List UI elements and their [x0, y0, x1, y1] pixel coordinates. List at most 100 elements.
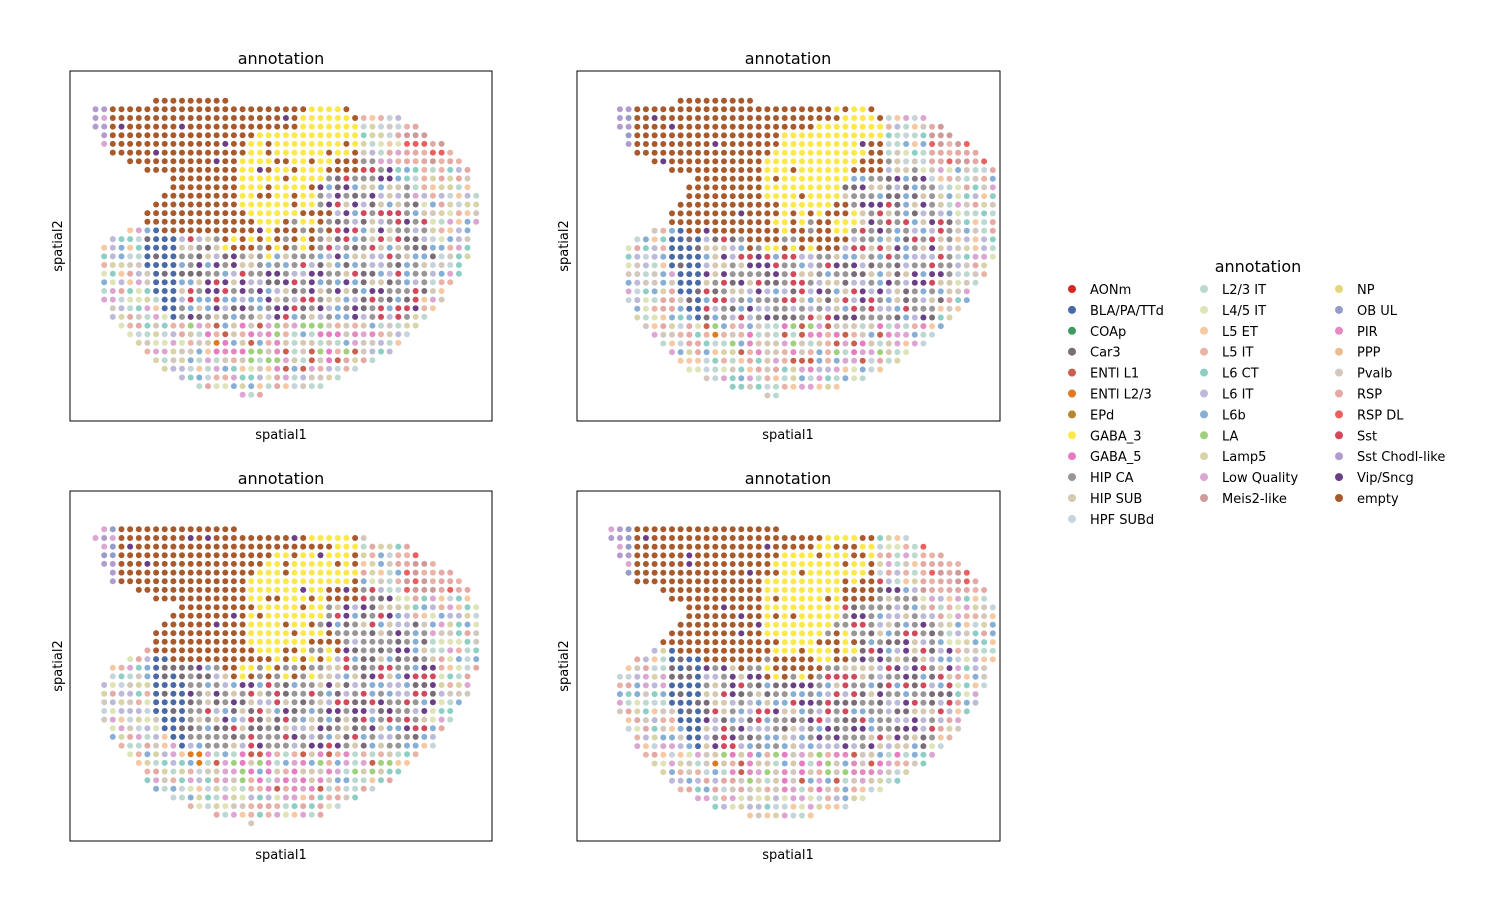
spot [239, 210, 246, 217]
spot [755, 604, 762, 611]
spot [429, 288, 436, 294]
spot [256, 348, 263, 355]
spot [929, 743, 936, 750]
spot [712, 665, 719, 672]
spot [859, 613, 866, 620]
spot [981, 271, 988, 278]
spot [729, 656, 736, 663]
spot [764, 795, 771, 802]
spot [669, 578, 675, 585]
spot [660, 691, 667, 698]
spot [686, 262, 693, 269]
legend-label: L6 IT [1222, 388, 1253, 403]
spot [877, 305, 884, 312]
spot [239, 391, 246, 398]
spot [963, 184, 970, 191]
spot [187, 184, 194, 191]
spot [222, 543, 229, 550]
spot [326, 578, 333, 585]
spot [343, 218, 350, 225]
spot [981, 175, 988, 182]
spot [170, 785, 177, 792]
spot [729, 184, 736, 191]
spot [317, 673, 324, 680]
spot [369, 279, 376, 286]
spot [885, 751, 892, 758]
spot [825, 149, 832, 156]
spot [955, 630, 962, 637]
spot [937, 219, 944, 226]
spot [703, 647, 710, 654]
spot [825, 699, 832, 706]
spot [842, 613, 849, 620]
spot [412, 552, 419, 559]
spot [608, 526, 615, 533]
spot [894, 569, 901, 576]
spot [438, 210, 445, 217]
spot [929, 561, 936, 567]
spot [282, 673, 289, 680]
spot [868, 123, 875, 130]
spot [729, 803, 736, 810]
spot [833, 271, 840, 278]
spot [721, 656, 727, 663]
spot [196, 374, 203, 381]
spot [929, 210, 936, 217]
spot [378, 621, 384, 628]
spot [885, 682, 892, 689]
spot [455, 166, 462, 173]
spot [911, 245, 918, 252]
spot [781, 288, 788, 295]
spot [851, 751, 858, 758]
spot [712, 167, 719, 173]
spot [334, 270, 341, 277]
spot [764, 717, 771, 724]
spot [438, 630, 445, 637]
spot [291, 175, 298, 182]
spot [265, 140, 272, 147]
spot [421, 288, 428, 294]
spot [660, 323, 667, 330]
spot [764, 236, 771, 243]
spot [738, 665, 745, 672]
spot [842, 193, 849, 200]
spot [686, 682, 693, 689]
spot [877, 543, 884, 550]
spot [747, 587, 753, 593]
spot [894, 647, 901, 654]
spot [963, 149, 970, 156]
spot [825, 305, 832, 312]
spot [937, 673, 944, 680]
spot [885, 656, 892, 663]
spot [161, 357, 168, 364]
spot [248, 288, 255, 294]
spot [755, 673, 762, 680]
spot [421, 175, 428, 182]
spot [851, 587, 858, 593]
spot [729, 132, 736, 139]
spot [386, 115, 393, 121]
spot [747, 639, 753, 646]
spot [721, 349, 727, 356]
spot [816, 210, 823, 217]
spot [317, 184, 324, 191]
spot [222, 365, 229, 372]
spot [369, 586, 376, 593]
spot [109, 106, 116, 113]
spot [213, 768, 220, 775]
spot [153, 305, 160, 312]
spot [885, 253, 892, 260]
spot [868, 193, 875, 200]
spot [308, 604, 315, 611]
spot [764, 769, 771, 776]
spot [170, 638, 177, 645]
spot [937, 682, 944, 689]
spot [669, 552, 675, 559]
spot [625, 665, 632, 672]
spot [634, 656, 641, 663]
spot [842, 751, 849, 758]
spot [747, 141, 753, 147]
spot [937, 288, 944, 295]
spot [395, 569, 402, 576]
spot [429, 647, 436, 654]
